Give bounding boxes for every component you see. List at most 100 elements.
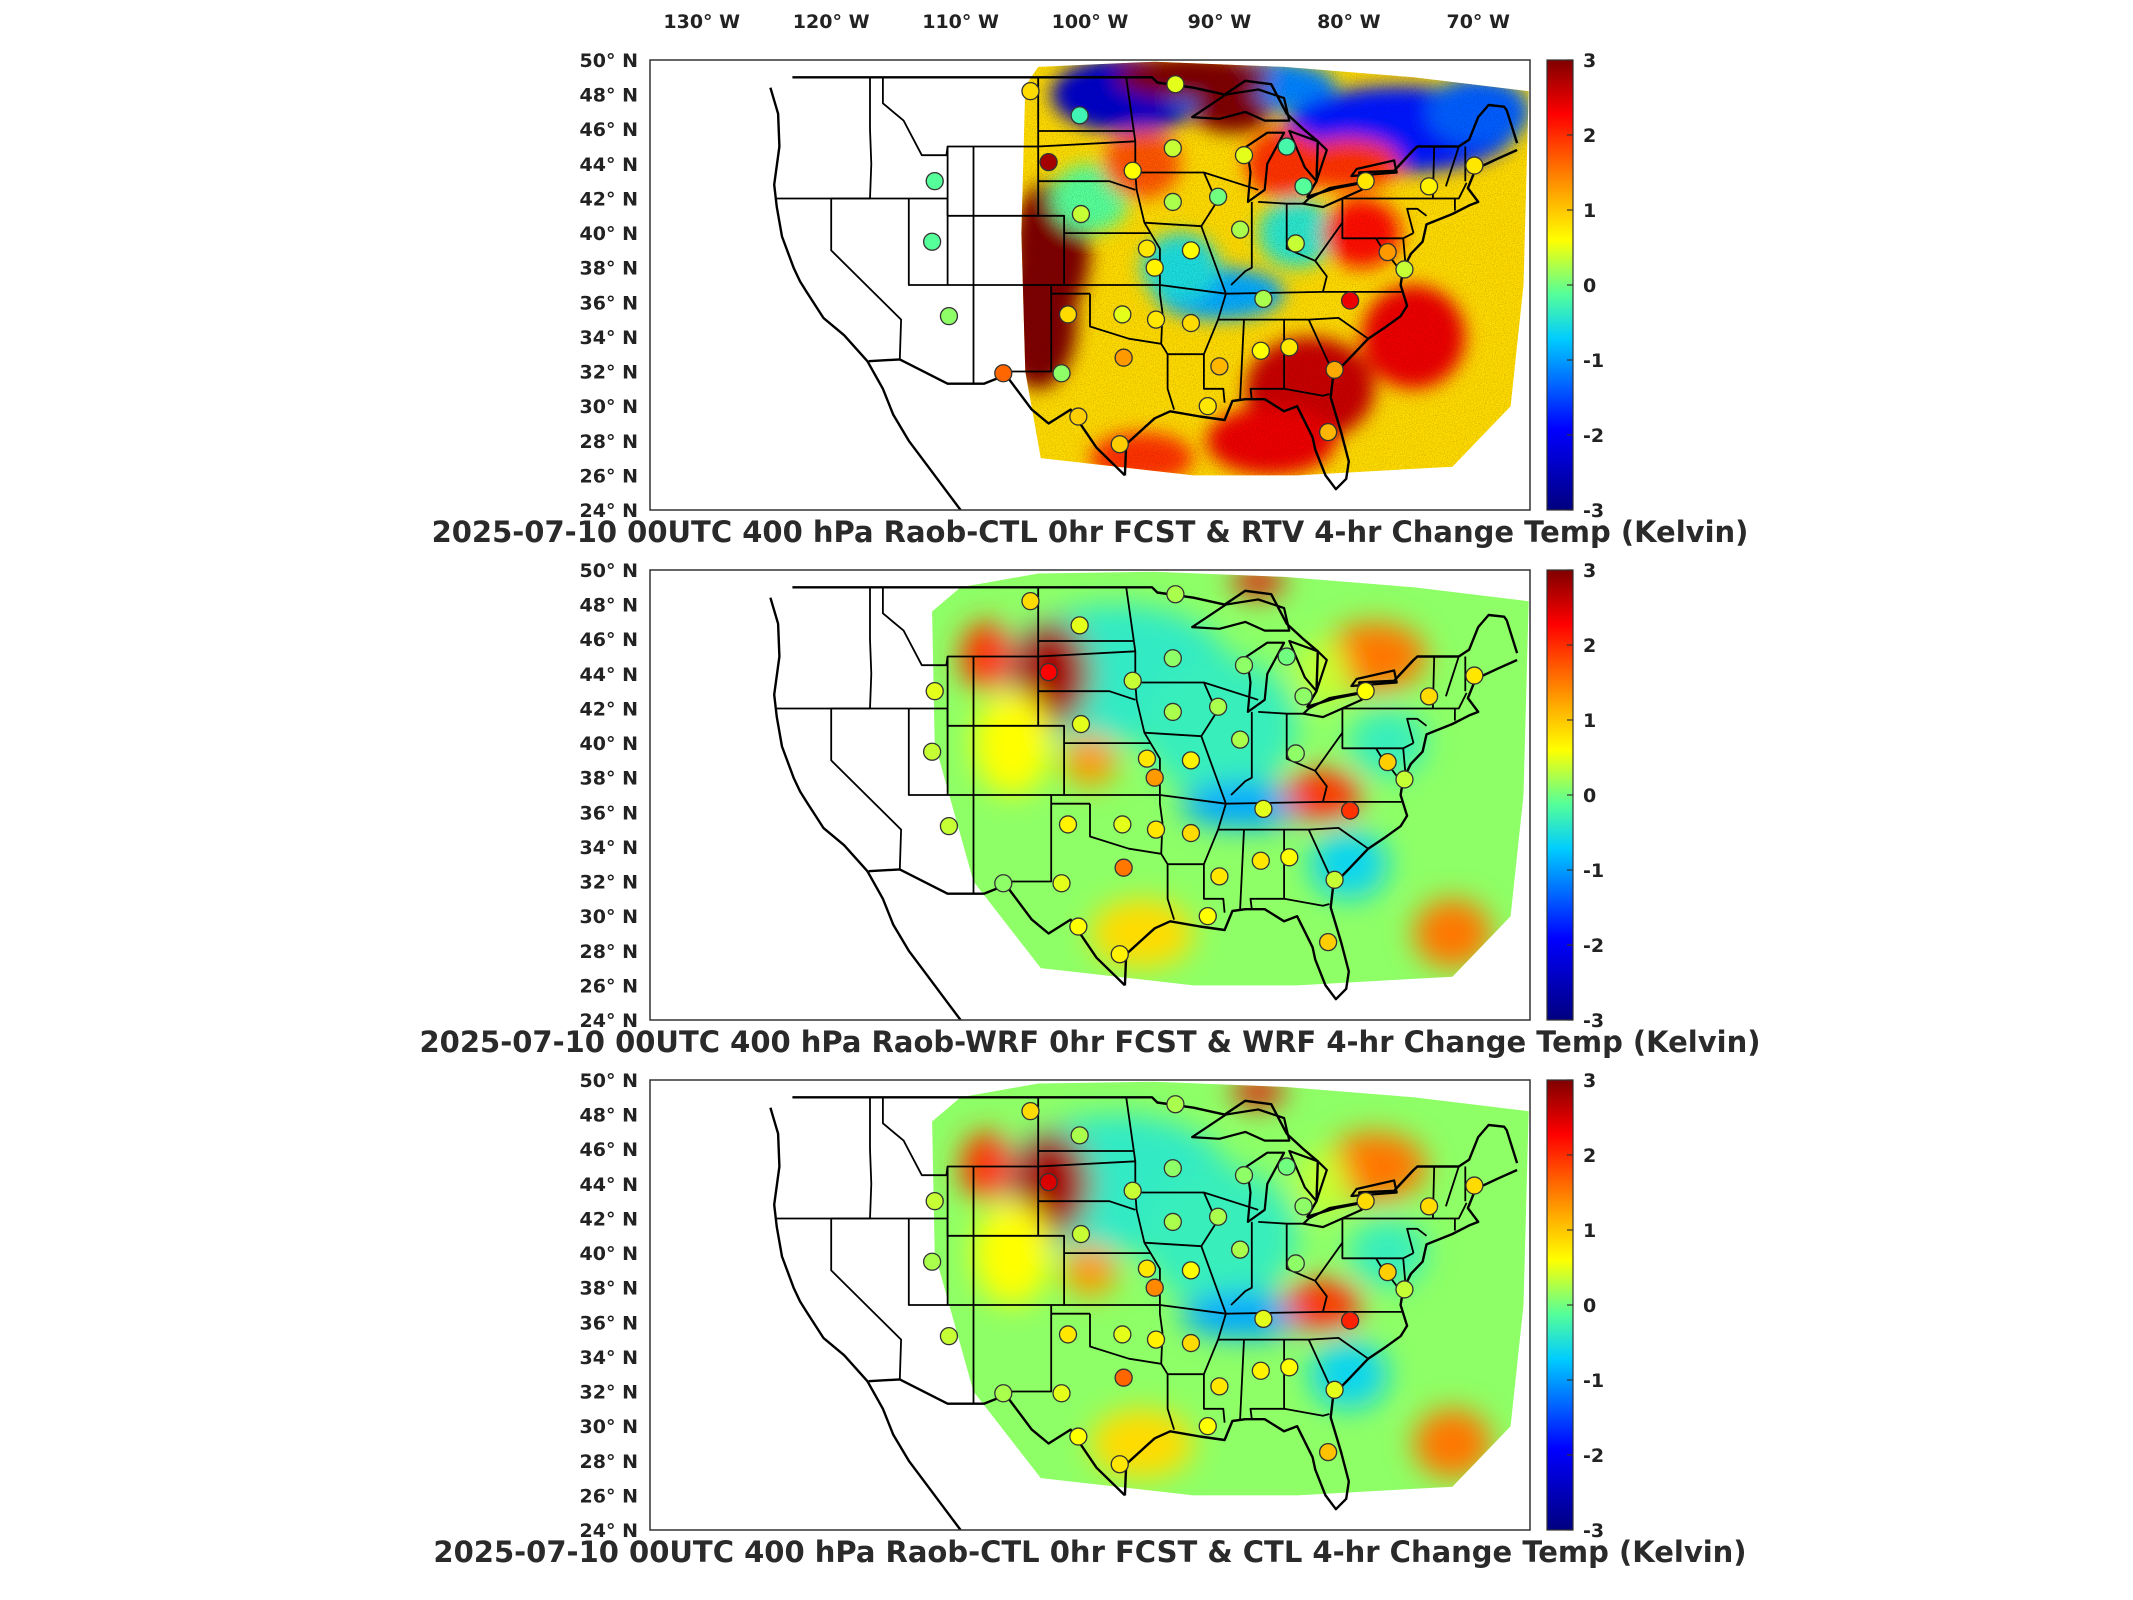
station-marker — [1234, 656, 1254, 675]
raob-stations — [922, 75, 1484, 454]
panel-title: 2025-07-10 00UTC 400 hPa Raob-WRF 0hr FC… — [419, 1025, 1760, 1059]
latitude-label: 42° N — [580, 1208, 638, 1230]
station-marker — [1395, 1280, 1414, 1299]
station-marker — [1070, 616, 1089, 635]
station-marker — [1163, 649, 1182, 668]
station-marker — [1280, 338, 1299, 357]
latitude-label: 34° N — [580, 327, 638, 349]
latitude-label: 24° N — [580, 1010, 638, 1032]
latitude-label: 24° N — [580, 1520, 638, 1542]
raob-stations — [922, 1095, 1484, 1474]
station-marker — [1318, 1442, 1338, 1462]
latitude-label: 50° N — [580, 1070, 638, 1092]
station-marker — [994, 874, 1013, 893]
station-marker — [1021, 82, 1040, 101]
longitude-label: 100° W — [1052, 11, 1129, 33]
station-marker — [1039, 152, 1058, 172]
station-marker — [1234, 1166, 1254, 1185]
map-frame — [649, 59, 1531, 511]
latitude-label: 42° N — [580, 188, 638, 210]
latitude-label: 32° N — [580, 872, 638, 894]
station-marker — [1181, 241, 1201, 260]
station-marker — [1356, 1192, 1375, 1211]
latitude-label: 36° N — [580, 802, 638, 824]
station-marker — [1137, 1259, 1157, 1278]
station-marker — [1069, 917, 1088, 936]
latitude-label: 46° N — [580, 629, 638, 651]
colorbar-tick-label: 0 — [1583, 785, 1596, 807]
station-marker — [1113, 815, 1132, 834]
latitude-label: 44° N — [580, 154, 638, 176]
longitude-label: 130° W — [663, 11, 740, 33]
station-marker — [1198, 397, 1217, 416]
colorbar: 3 2 1 0 -1 -2 -3 — [1546, 1070, 1604, 1542]
latitude-label: 42° N — [580, 698, 638, 720]
station-marker — [1071, 714, 1091, 734]
station-marker — [1325, 870, 1344, 889]
colorbar-tick-label: -2 — [1583, 1445, 1604, 1467]
station-marker — [922, 742, 942, 761]
latitude-label: 36° N — [580, 1312, 638, 1334]
station-marker — [1210, 867, 1229, 886]
latitude-label: 40° N — [580, 733, 638, 755]
station-marker — [1052, 364, 1071, 383]
latitude-labels: 50° N 48° N 46° N 44° N 42° N 40° N 38° N 36° N… — [580, 1070, 638, 1542]
colorbar-tick-label: 2 — [1583, 635, 1596, 657]
station-marker — [1145, 768, 1164, 787]
latitude-label: 26° N — [580, 975, 638, 997]
station-marker — [1163, 139, 1182, 158]
station-marker — [1210, 357, 1229, 376]
station-marker — [1198, 907, 1217, 926]
panel-title: 2025-07-10 00UTC 400 hPa Raob-CTL 0hr FC… — [432, 515, 1749, 549]
latitude-label: 44° N — [580, 1174, 638, 1196]
station-marker — [994, 1384, 1013, 1403]
station-marker — [1163, 192, 1182, 212]
station-marker — [1378, 242, 1397, 262]
latitude-labels: 50° N 48° N 46° N 44° N 42° N 40° N 38° N 36° N… — [580, 560, 638, 1032]
colorbar-tick-label: -3 — [1583, 1010, 1604, 1032]
station-marker — [1145, 1278, 1164, 1297]
colorbar-tick-label: 0 — [1583, 275, 1596, 297]
station-marker — [1123, 671, 1142, 690]
station-marker — [1378, 1262, 1397, 1282]
station-marker — [1208, 1207, 1228, 1226]
station-marker — [1146, 820, 1166, 839]
station-marker — [1181, 823, 1201, 843]
station-marker — [1070, 106, 1089, 125]
colorbar-tick-label: -1 — [1583, 1370, 1604, 1392]
latitude-label: 48° N — [580, 85, 638, 107]
latitude-label: 38° N — [580, 768, 638, 790]
latitude-label: 30° N — [580, 906, 638, 928]
station-marker — [1198, 1417, 1217, 1436]
station-marker — [1181, 1333, 1201, 1353]
station-marker — [1395, 770, 1414, 789]
latitude-labels: 50° N 48° N 46° N 44° N 42° N 40° N 38° N 36° N… — [580, 50, 638, 522]
station-marker — [1234, 146, 1254, 165]
latitude-label: 26° N — [580, 465, 638, 487]
station-marker — [1113, 305, 1132, 324]
colorbar-tick-label: -1 — [1583, 350, 1604, 372]
state-boundaries — [769, 586, 1519, 1020]
station-marker — [1052, 1384, 1071, 1403]
station-marker — [1230, 730, 1250, 749]
station-marker — [1114, 1368, 1133, 1387]
station-marker — [1277, 647, 1296, 666]
colorbar-tick-label: 1 — [1583, 200, 1596, 222]
station-marker — [925, 682, 944, 701]
station-marker — [925, 1192, 944, 1211]
station-marker — [1325, 360, 1344, 379]
station-marker — [1052, 874, 1071, 893]
station-marker — [1166, 585, 1185, 604]
station-marker — [1071, 1224, 1091, 1244]
station-marker — [1318, 422, 1338, 442]
colorbar-tick-label: 2 — [1583, 125, 1596, 147]
station-marker — [1280, 1358, 1299, 1377]
station-marker — [1166, 1095, 1185, 1114]
colorbar-tick-label: 1 — [1583, 710, 1596, 732]
station-marker — [1340, 801, 1360, 820]
state-boundaries — [769, 1096, 1519, 1530]
map-panel: 50° N 48° N 46° N 44° N 42° N 40° N 38° N 36° N… — [433, 1070, 1746, 1569]
station-marker — [939, 1327, 959, 1346]
station-marker — [1294, 1197, 1313, 1216]
station-marker — [1058, 1325, 1078, 1344]
